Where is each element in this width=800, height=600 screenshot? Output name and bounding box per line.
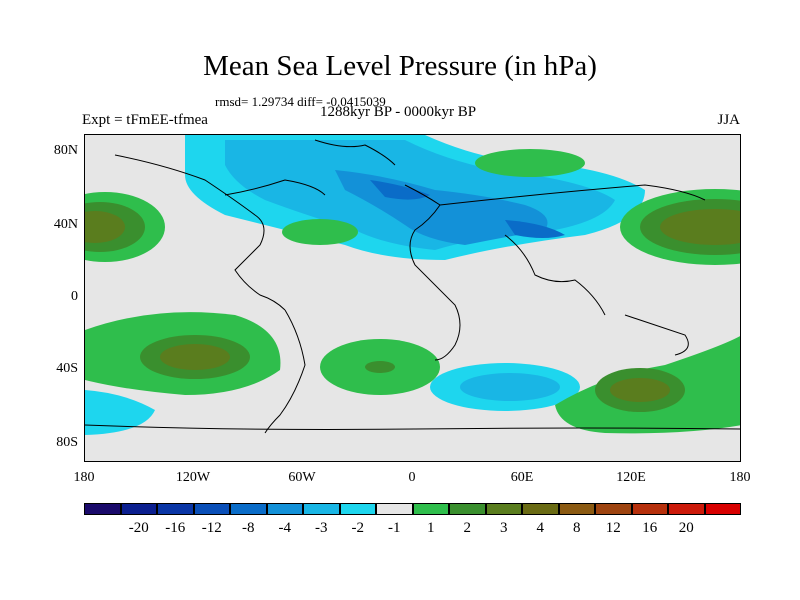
lat-label-0: 0 xyxy=(71,289,78,304)
lon-label-180w: 180 xyxy=(73,470,95,485)
colorbar-tick-label: -20 xyxy=(128,520,149,536)
colorbar-tick-label: 4 xyxy=(536,520,545,536)
lon-label-120e: 120E xyxy=(616,470,646,485)
lon-label-0: 0 xyxy=(408,470,416,485)
lat-label-40s: 40S xyxy=(56,361,78,376)
lon-label-180e: 180 xyxy=(729,470,751,485)
positive-anomaly-pacific-east-3 xyxy=(660,209,740,245)
season-label: JJA xyxy=(717,112,740,128)
colorbar-tick-label: 3 xyxy=(500,520,508,536)
colorbar-tick-label: -12 xyxy=(201,520,222,536)
colorbar-swatch xyxy=(704,503,741,515)
positive-anomaly-arctic xyxy=(475,149,585,177)
negative-anomaly-southwest xyxy=(85,390,155,435)
colorbar-tick-label: 20 xyxy=(678,520,694,536)
positive-anomaly-southeast-3 xyxy=(610,378,670,402)
lat-label-80s: 80S xyxy=(56,435,78,450)
positive-anomaly-south-pacific-3 xyxy=(160,344,230,370)
negative-anomaly-north-4 xyxy=(370,180,430,200)
positive-anomaly-south-atlantic-2 xyxy=(365,361,395,373)
positive-anomaly-atlantic xyxy=(282,219,358,245)
lon-label-60w: 60W xyxy=(288,470,316,485)
colorbar-tick-label: 8 xyxy=(573,520,581,536)
colorbar-tick-label: 1 xyxy=(427,520,435,536)
period-label: 1288kyr BP - 0000kyr BP xyxy=(320,104,477,120)
colorbar-swatch xyxy=(376,503,413,515)
colorbar-swatch xyxy=(631,503,668,515)
colorbar-swatch xyxy=(230,503,267,515)
colorbar-swatch xyxy=(412,503,449,515)
colorbar-tick-label: -2 xyxy=(351,520,365,536)
lat-label-80n: 80N xyxy=(53,143,78,158)
lon-label-60e: 60E xyxy=(510,470,534,485)
colorbar-swatch xyxy=(485,503,522,515)
rmsd-diff-stats: rmsd= 1.29734 diff= -0.0415039 xyxy=(215,94,386,109)
colorbar-swatch xyxy=(595,503,632,515)
lat-label-40n: 40N xyxy=(53,217,78,232)
colorbar-swatch xyxy=(193,503,230,515)
colorbar-swatch xyxy=(157,503,194,515)
colorbar-tick-label: -8 xyxy=(242,520,255,536)
experiment-label: Expt = tFmEE-tfmea xyxy=(82,112,208,128)
colorbar-tick-label: 2 xyxy=(463,520,472,536)
positive-anomaly-pacific-west-3 xyxy=(85,211,125,243)
negative-anomaly-tibet xyxy=(505,220,565,238)
colorbar-swatch xyxy=(120,503,157,515)
colorbar-tick-label: -3 xyxy=(315,520,328,536)
pressure-field xyxy=(85,135,740,461)
lon-label-120w: 120W xyxy=(175,470,211,485)
colorbar-tick-label: -1 xyxy=(388,520,401,536)
map-title: Mean Sea Level Pressure (in hPa) xyxy=(203,50,597,82)
colorbar-tick-label: -16 xyxy=(165,520,186,536)
colorbar-tick-label: 12 xyxy=(605,520,621,536)
colorbar-swatch xyxy=(266,503,303,515)
pressure-map xyxy=(84,134,741,462)
colorbar-swatch xyxy=(668,503,705,515)
colorbar-swatch xyxy=(303,503,340,515)
colorbar-swatch xyxy=(522,503,559,515)
colorbar-swatch xyxy=(84,503,121,515)
coastlines xyxy=(85,139,740,434)
negative-anomaly-south-indian-2 xyxy=(460,373,560,401)
colorbar-tick-label: -4 xyxy=(278,520,292,536)
colorbar-swatch xyxy=(449,503,486,515)
colorbar-swatch xyxy=(339,503,376,515)
colorbar-tick-label: 16 xyxy=(642,520,658,536)
colorbar xyxy=(84,503,741,515)
colorbar-swatch xyxy=(558,503,595,515)
